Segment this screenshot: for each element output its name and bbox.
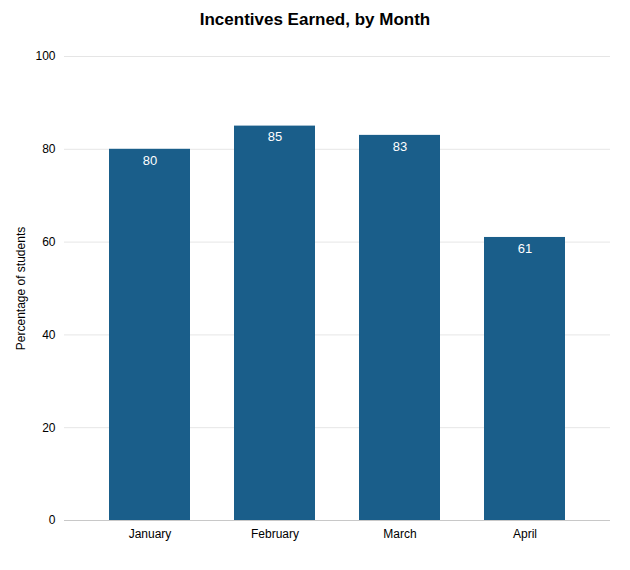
svg-text:20: 20 [42, 421, 56, 435]
svg-text:100: 100 [35, 49, 55, 63]
svg-text:Percentage of students: Percentage of students [14, 227, 28, 350]
html-text:Incentives Earned, by Month: Incentives Earned, by Month [199, 10, 431, 29]
svg-text:March: March [383, 527, 416, 541]
svg-text:61: 61 [518, 241, 532, 256]
svg-text:80: 80 [42, 142, 56, 156]
svg-text:85: 85 [268, 129, 282, 144]
svg-text:February: February [251, 527, 299, 541]
svg-text:80: 80 [143, 153, 157, 168]
svg-text:83: 83 [393, 139, 407, 154]
svg-text:60: 60 [42, 235, 56, 249]
svg-text:40: 40 [42, 328, 56, 342]
svg-text:April: April [513, 527, 537, 541]
svg-text:0: 0 [49, 513, 56, 527]
svg-text:January: January [129, 527, 172, 541]
